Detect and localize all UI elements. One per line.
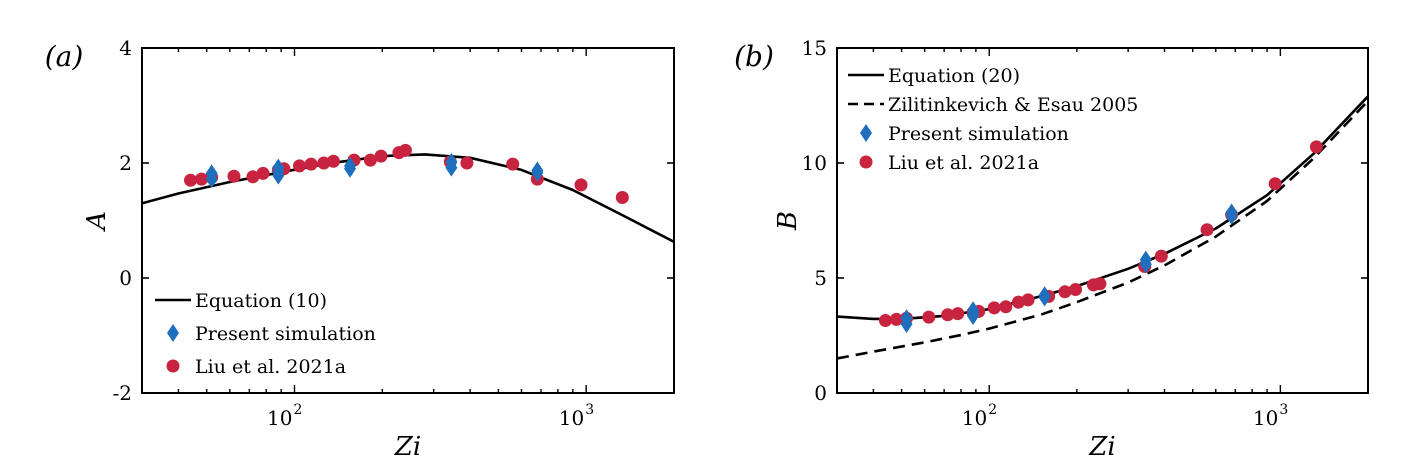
circle-marker: [304, 157, 318, 171]
circle-marker: [506, 157, 520, 171]
diamond-marker: [272, 166, 285, 185]
circle-marker: [1058, 285, 1072, 299]
circle-marker: [987, 301, 1001, 315]
legend: Equation (10) Present simulation Liu et al…: [155, 290, 376, 378]
y-tick-label: -2: [113, 381, 132, 405]
y-tick-label: 2: [119, 151, 132, 175]
x-axis-label: Zi: [394, 432, 421, 462]
legend: Equation (20) Zilitinkevich & Esau 2005 Pr…: [848, 65, 1138, 174]
diamond-marker: [900, 315, 913, 333]
x-tick-label-base: 10: [1253, 406, 1278, 430]
circle-marker: [941, 308, 955, 322]
y-axis-label: A: [82, 211, 112, 232]
y-axis-label: B: [773, 211, 803, 231]
circle-marker: [184, 173, 198, 187]
circle-marker: [227, 169, 241, 183]
circle-marker: [1093, 277, 1107, 291]
diamond-marker: [205, 170, 218, 189]
legend-label: Liu et al. 2021a: [888, 152, 1039, 174]
circle-marker: [1154, 249, 1168, 263]
axes-frame: [836, 47, 1369, 394]
circle-marker: [889, 312, 903, 326]
diamond-marker: [967, 306, 980, 325]
panel-label: (a): [45, 40, 84, 73]
circle-marker: [1021, 293, 1035, 307]
x-tick-label-base: 10: [267, 406, 292, 430]
diamond-marker: [1139, 255, 1152, 274]
circle-marker: [292, 159, 306, 173]
circle-marker: [1268, 177, 1282, 191]
circle-marker: [878, 314, 892, 328]
circle-marker: [1200, 223, 1214, 237]
circle-marker: [951, 307, 965, 321]
circle-marker: [374, 149, 388, 163]
y-tick-label: 0: [119, 266, 132, 290]
legend-label: Equation (20): [888, 65, 1020, 87]
x-tick-label-base: 10: [559, 406, 584, 430]
legend-diamond-swatch: [167, 324, 179, 342]
x-tick-label-exponent: 2: [988, 402, 997, 418]
legend-label: Present simulation: [195, 323, 376, 345]
y-tick-label: 15: [802, 36, 827, 60]
legend-label: Equation (10): [195, 290, 327, 312]
circle-marker: [1069, 283, 1083, 296]
panel-label: (b): [734, 40, 774, 73]
x-axis-label: Zi: [1088, 432, 1115, 462]
y-tick-label: 4: [119, 36, 132, 60]
x-tick-label-exponent: 2: [294, 402, 303, 418]
circle-marker: [326, 154, 340, 168]
plot-area: [837, 95, 1368, 360]
diamond-marker: [1038, 288, 1051, 307]
legend-label: Liu et al. 2021a: [195, 356, 346, 378]
x-tick-label-base: 10: [962, 406, 987, 430]
y-tick-label: 0: [814, 381, 827, 405]
circle-marker: [398, 143, 412, 157]
diamond-marker: [1225, 206, 1238, 225]
y-tick-label: 5: [814, 266, 827, 290]
circle-marker: [256, 166, 270, 180]
legend-circle-swatch: [859, 155, 873, 169]
dashed-curve: [837, 100, 1368, 360]
diamond-marker: [344, 159, 357, 178]
y-tick-label: 10: [802, 151, 827, 175]
circle-marker: [195, 172, 209, 186]
axes-frame: [141, 47, 675, 394]
circle-marker: [615, 191, 629, 204]
diamond-marker: [445, 158, 458, 177]
circle-marker: [317, 156, 331, 170]
circle-marker: [246, 170, 260, 184]
x-tick-label-exponent: 3: [585, 402, 594, 418]
legend-label: Zilitinkevich & Esau 2005: [888, 94, 1138, 116]
circle-marker: [363, 153, 377, 167]
circle-marker: [999, 300, 1013, 314]
circle-marker: [922, 310, 936, 324]
solid-curve: [142, 153, 674, 243]
circle-marker: [574, 178, 588, 192]
circle-marker: [460, 156, 474, 170]
diamond-marker: [531, 163, 544, 182]
x-tick-label-exponent: 3: [1279, 402, 1288, 418]
plot-area: [142, 143, 674, 243]
legend-circle-swatch: [166, 359, 180, 373]
legend-diamond-swatch: [860, 124, 872, 142]
legend-label: Present simulation: [888, 123, 1069, 145]
circle-marker: [1309, 140, 1323, 154]
